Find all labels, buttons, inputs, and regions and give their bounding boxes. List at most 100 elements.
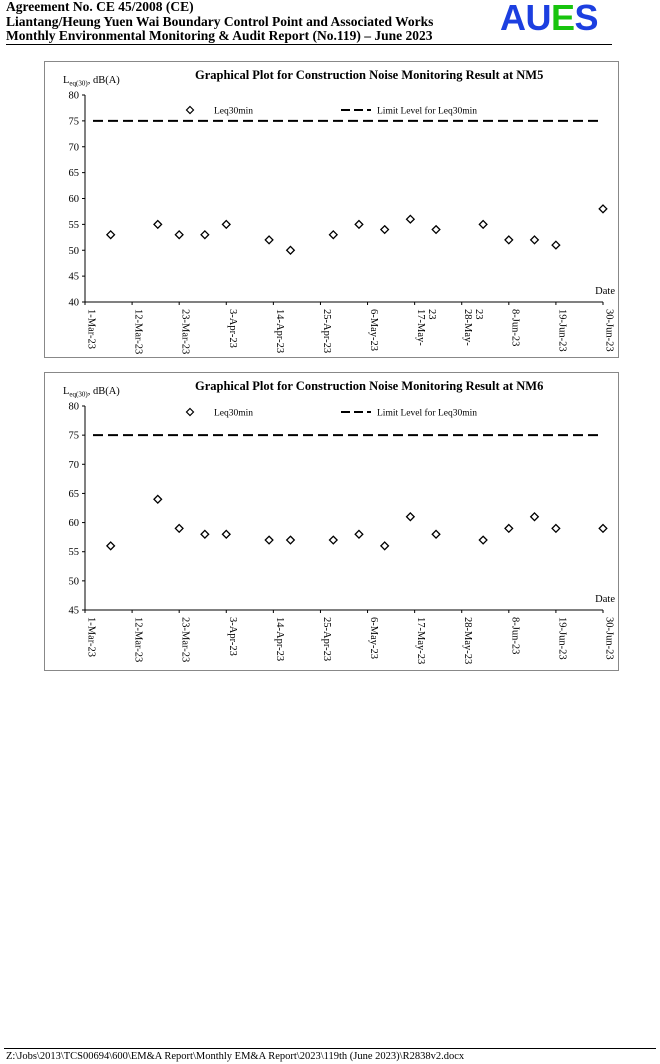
data-point <box>405 214 416 224</box>
legend-label-leq: Leq30min <box>214 107 253 117</box>
footer-rule <box>4 1048 656 1049</box>
data-point <box>431 224 441 235</box>
data-point <box>529 512 540 522</box>
chart-nm6: Graphical Plot for Construction Noise Mo… <box>63 379 615 664</box>
x-tick-label: 19-Jun-23 <box>556 309 567 352</box>
legend-label-limit: Limit Level for Leq30min <box>377 408 477 419</box>
data-point <box>221 219 231 230</box>
header-rule <box>6 44 612 45</box>
y-tick-label: 80 <box>69 91 80 102</box>
data-point <box>379 224 390 235</box>
agreement-number: Agreement No. CE 45/2008 (CE) <box>6 0 194 14</box>
data-point <box>478 535 488 545</box>
data-point <box>174 230 184 240</box>
y-tick-label: 70 <box>69 460 80 471</box>
data-point <box>105 541 116 551</box>
y-axis-label: Leq(30), dB(A) <box>63 75 120 88</box>
y-tick-label: 45 <box>69 272 80 283</box>
x-tick-label: 28-May-23 <box>462 617 473 664</box>
y-tick-label: 75 <box>69 116 80 127</box>
data-point <box>405 512 416 522</box>
chart-panel-nm5: Graphical Plot for Construction Noise Mo… <box>44 61 619 358</box>
y-tick-label: 65 <box>69 489 80 500</box>
logo-letter-u: U <box>525 0 552 38</box>
data-point <box>174 523 184 534</box>
logo-letter-s: S <box>574 0 599 38</box>
x-tick-label: 3-Apr-23 <box>227 309 238 348</box>
y-tick-label: 50 <box>69 246 80 257</box>
chart-title: Graphical Plot for Construction Noise Mo… <box>195 379 543 393</box>
legend-marker-diamond <box>185 407 195 417</box>
data-point <box>504 235 514 245</box>
y-tick-label: 75 <box>69 431 80 442</box>
x-tick-label: 23-Mar-23 <box>180 309 191 354</box>
y-tick-label: 60 <box>69 518 80 529</box>
data-point <box>529 235 540 245</box>
data-point <box>285 245 296 255</box>
x-tick-label: 8-Jun-23 <box>509 617 520 654</box>
data-point <box>200 529 210 539</box>
x-tick-label: 19-Jun-23 <box>556 617 567 660</box>
data-point <box>153 219 163 230</box>
y-tick-label: 40 <box>69 298 80 309</box>
data-point <box>431 529 441 539</box>
x-tick-label: 25-Apr-23 <box>321 309 332 353</box>
chart-nm5: Graphical Plot for Construction Noise Mo… <box>63 68 615 354</box>
x-tick-label: 23 <box>473 309 484 320</box>
x-tick-label: 17-May- <box>415 309 426 346</box>
aues-logo: AUES <box>500 0 599 38</box>
chart-title: Graphical Plot for Construction Noise Mo… <box>195 68 543 82</box>
y-tick-label: 55 <box>69 547 80 558</box>
data-point <box>551 240 561 250</box>
project-title: Liantang/Heung Yuen Wai Boundary Control… <box>6 13 434 29</box>
x-tick-label: 3-Apr-23 <box>227 617 238 656</box>
y-tick-label: 65 <box>69 168 80 179</box>
x-tick-label: 8-Jun-23 <box>509 309 520 346</box>
y-tick-label: 70 <box>69 142 80 153</box>
x-axis-label: Date <box>595 286 615 297</box>
x-tick-label: 12-Mar-23 <box>133 309 144 354</box>
data-point <box>551 523 561 534</box>
data-point <box>264 235 274 245</box>
data-point <box>328 230 339 240</box>
data-point <box>153 494 163 504</box>
data-point <box>379 541 390 551</box>
y-tick-label: 45 <box>69 606 80 617</box>
logo-letter-e: E <box>551 0 575 38</box>
chart-legend: Leq30min Limit Level for Leq30min <box>185 105 477 117</box>
legend-marker-diamond <box>185 105 195 115</box>
data-point <box>200 230 210 240</box>
x-tick-label: 1-Mar-23 <box>86 617 97 657</box>
x-tick-label: 30-Jun-23 <box>604 309 615 352</box>
data-point <box>328 535 339 545</box>
document-path: Z:\Jobs\2013\TCS00694\600\EM&A Report\Mo… <box>6 1051 465 1062</box>
data-point <box>504 523 514 534</box>
data-point <box>105 230 116 240</box>
x-tick-label: 6-May-23 <box>368 309 379 351</box>
chart-legend: Leq30min Limit Level for Leq30min <box>185 407 477 419</box>
x-tick-label: 14-Apr-23 <box>274 617 285 661</box>
legend-label-leq: Leq30min <box>214 409 253 419</box>
x-tick-label: 17-May-23 <box>415 617 426 664</box>
y-axis-label: Leq(30), dB(A) <box>63 386 120 399</box>
x-tick-label: 23 <box>426 309 437 320</box>
data-point <box>598 523 608 534</box>
x-tick-label: 12-Mar-23 <box>133 617 144 662</box>
y-tick-label: 50 <box>69 576 80 587</box>
report-title: Monthly Environmental Monitoring & Audit… <box>6 28 433 43</box>
x-tick-label: 28-May- <box>462 309 473 346</box>
data-point <box>598 204 608 214</box>
data-point <box>285 535 296 545</box>
data-point <box>221 529 231 539</box>
x-tick-label: 30-Jun-23 <box>604 617 615 660</box>
x-tick-label: 6-May-23 <box>368 617 379 659</box>
report-header: Agreement No. CE 45/2008 (CE) Liantang/H… <box>6 0 612 46</box>
legend-label-limit: Limit Level for Leq30min <box>377 106 477 117</box>
logo-letter-a1: A <box>500 0 526 38</box>
y-tick-label: 80 <box>69 402 80 413</box>
x-tick-label: 25-Apr-23 <box>321 617 332 661</box>
data-point <box>264 535 274 545</box>
x-axis-label: Date <box>595 594 615 605</box>
data-point <box>478 219 488 230</box>
data-point <box>354 219 364 230</box>
